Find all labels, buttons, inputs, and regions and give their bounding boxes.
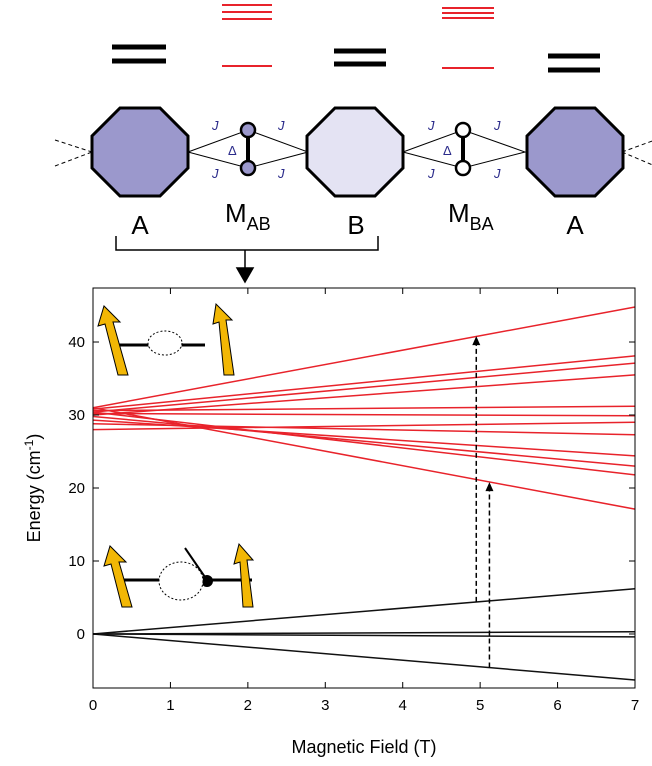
y-label-end: ) — [24, 434, 44, 440]
octagons — [92, 108, 623, 196]
y-label-sup: -1 — [22, 439, 36, 450]
series-line — [93, 363, 635, 412]
series-line — [93, 412, 635, 475]
arrow-head — [485, 482, 493, 491]
coupling-label: J — [493, 118, 501, 133]
series-line — [93, 634, 635, 637]
bridge-sub: BA — [470, 214, 494, 234]
series-line — [93, 634, 635, 680]
coupling-label: J — [427, 118, 435, 133]
y-tick-label: 20 — [68, 480, 85, 497]
coupling-label: J — [277, 118, 285, 133]
site-label: A — [566, 210, 584, 240]
site-label: A — [131, 210, 149, 240]
y-label-main: Energy (cm — [24, 450, 44, 542]
figure: J J J J J J J J Δ Δ A B A MAB MBA 012345… — [0, 0, 652, 766]
bridge-sub: AB — [247, 214, 271, 234]
gap-label: Δ — [228, 143, 237, 158]
inset-bottom — [104, 544, 253, 607]
y-axis-label: Energy (cm-1) — [22, 434, 44, 543]
bridge-label: MAB — [225, 198, 271, 234]
coupling-label: J — [493, 166, 501, 181]
series-line — [93, 632, 635, 634]
y-tick-label: 0 — [77, 626, 85, 643]
y-tick-label: 40 — [68, 334, 85, 351]
x-tick-label: 2 — [244, 697, 252, 714]
series-line — [93, 414, 635, 416]
x-tick-label: 5 — [476, 697, 484, 714]
site-label: B — [347, 210, 364, 240]
x-tick-label: 7 — [631, 697, 639, 714]
coupling-label: J — [427, 166, 435, 181]
y-tick-label: 10 — [68, 553, 85, 570]
gap-label: Δ — [443, 143, 452, 158]
site-labels: A B A MAB MBA — [131, 198, 584, 240]
x-tick-label: 1 — [166, 697, 174, 714]
series-line — [93, 307, 635, 408]
y-tick-label: 30 — [68, 407, 85, 424]
coupling-label: J — [211, 166, 219, 181]
inset-top — [98, 304, 234, 375]
x-axis-label: Magnetic Field (T) — [291, 737, 436, 757]
x-tick-label: 6 — [553, 697, 561, 714]
bridge-label: MBA — [448, 198, 494, 234]
bridge-main: M — [225, 198, 247, 228]
series-line — [93, 356, 635, 409]
x-tick-label: 4 — [399, 697, 407, 714]
energy-levels — [112, 5, 600, 70]
x-tick-label: 3 — [321, 697, 329, 714]
x-tick-label: 0 — [89, 697, 97, 714]
coupling-label: J — [277, 166, 285, 181]
bridge-main: M — [448, 198, 470, 228]
coupling-label: J — [211, 118, 219, 133]
bracket — [116, 236, 378, 282]
